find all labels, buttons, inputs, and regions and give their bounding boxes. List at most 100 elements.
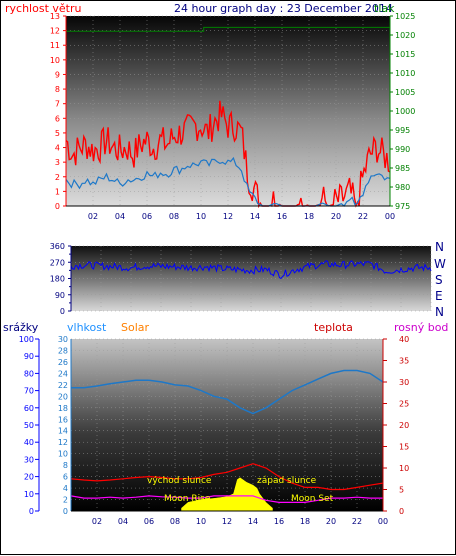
wind-xtick-label: 16	[277, 212, 287, 221]
humidity-ytick-label: 14	[58, 427, 68, 436]
wind-ytick-label: 0	[55, 202, 60, 211]
chart-title: 24 hour graph day : 23 December 2014	[174, 2, 393, 15]
humidity-xtick-label: 16	[274, 517, 284, 526]
pressure-ytick-label: 1010	[395, 69, 415, 78]
wind-ytick-label: 4	[55, 144, 60, 153]
humidity-ytick-label: 4	[63, 484, 68, 493]
wind-xtick-label: 12	[223, 212, 233, 221]
humidity-xtick-label: 14	[248, 517, 258, 526]
rain-ytick-label: 90	[24, 352, 34, 361]
temperature-ytick-label: 20	[399, 421, 409, 430]
pressure-ytick-label: 995	[395, 126, 410, 135]
humidity-ytick-label: 26	[58, 358, 68, 367]
wind-ytick-label: 5	[55, 129, 60, 138]
rain-ytick-label: 70	[24, 387, 34, 396]
rain-ytick-label: 20	[24, 473, 34, 482]
humidity-xtick-label: 04	[118, 517, 128, 526]
temperature-ytick-label: 40	[399, 335, 409, 344]
pressure-label: tlak	[374, 2, 395, 15]
solar-series-area	[181, 477, 273, 512]
rain-ytick-label: 50	[24, 421, 34, 430]
direction-ytick-label: 0	[60, 307, 65, 316]
wind-ytick-label: 1	[55, 187, 60, 196]
direction-ytick-label: 270	[50, 258, 65, 267]
temperature-series-line	[70, 463, 384, 491]
humidity-xtick-label: 00	[378, 517, 388, 526]
humidity-ytick-label: 18	[58, 404, 68, 413]
moonset-annotation: Moon Set	[291, 494, 334, 504]
wind-ytick-label: 6	[55, 114, 60, 123]
temperature-ytick-label: 5	[399, 486, 404, 495]
pressure-ytick-label: 1005	[395, 88, 415, 97]
wind-ytick-label: 11	[50, 41, 60, 50]
temperature-ytick-label: 30	[399, 378, 409, 387]
direction-ytick-label: 180	[50, 275, 65, 284]
humidity-panel-series	[70, 369, 384, 512]
humidity-xtick-label: 22	[352, 517, 362, 526]
dewpoint-series-line	[70, 495, 383, 503]
wind-ytick-label: 9	[55, 70, 60, 79]
humidity-ytick-label: 24	[58, 369, 68, 378]
temperature-ytick-label: 10	[399, 464, 409, 473]
humidity-ytick-label: 8	[63, 461, 68, 470]
wind-xtick-label: 00	[385, 212, 395, 221]
pressure-ytick-label: 975	[395, 202, 410, 211]
wind-ytick-label: 12	[50, 27, 60, 36]
wind-direction-series-line	[70, 260, 432, 279]
pressure-ytick-label: 1000	[395, 107, 415, 116]
rain-ytick-label: 0	[29, 507, 34, 516]
pressure-ytick-label: 985	[395, 164, 410, 173]
humidity-xtick-label: 20	[326, 517, 336, 526]
rain-ytick-label: 30	[24, 455, 34, 464]
pressure-ytick-label: 980	[395, 183, 410, 192]
compass-n-bottom: N	[435, 305, 444, 319]
wind-xtick-label: 04	[115, 212, 125, 221]
humidity-panel-background	[71, 339, 383, 511]
wind-panel-background	[66, 16, 390, 206]
humidity-ytick-label: 0	[63, 507, 68, 516]
humidity-ytick-label: 30	[58, 335, 68, 344]
humidity-ytick-label: 20	[58, 392, 68, 401]
humidity-ytick-label: 28	[58, 346, 68, 355]
wind-xtick-label: 20	[331, 212, 341, 221]
temperature-ytick-label: 25	[399, 400, 409, 409]
pressure-series-line	[66, 26, 390, 32]
sunrise-annotation: východ slunce	[147, 476, 212, 486]
wind-ytick-label: 13	[50, 12, 60, 21]
humidity-xtick-label: 06	[144, 517, 154, 526]
humidity-xtick-label: 12	[222, 517, 232, 526]
pressure-ytick-label: 1015	[395, 50, 415, 59]
wind-panel-axes: 0123456789101112139759809859909951000100…	[50, 12, 416, 221]
rain-ytick-label: 60	[24, 404, 34, 413]
pressure-ytick-label: 1020	[395, 31, 415, 40]
moonrise-annotation: Moon Rise	[164, 494, 211, 504]
compass-w: W	[434, 257, 446, 271]
solar-label: Solar	[121, 321, 150, 334]
wind-speed-series-line	[65, 100, 391, 209]
temperature-label: teplota	[314, 321, 353, 334]
wind-ytick-label: 10	[50, 56, 60, 65]
pressure-ytick-label: 990	[395, 145, 410, 154]
temperature-ytick-label: 0	[399, 507, 404, 516]
compass-labels: N W S E N	[434, 240, 446, 319]
wind-xtick-label: 22	[358, 212, 368, 221]
wind-xtick-label: 10	[196, 212, 206, 221]
wind-xtick-label: 14	[250, 212, 260, 221]
wind-speed-label: rychlost větru	[5, 2, 81, 15]
wind-xtick-label: 18	[304, 212, 314, 221]
humidity-ytick-label: 6	[63, 473, 68, 482]
wind-xtick-label: 08	[169, 212, 179, 221]
humidity-xtick-label: 10	[196, 517, 206, 526]
wind-ytick-label: 3	[55, 158, 60, 167]
humidity-series-line	[71, 369, 384, 415]
direction-panel-series	[70, 260, 432, 279]
wind-ytick-label: 7	[55, 100, 60, 109]
rain-ytick-label: 10	[24, 490, 34, 499]
humidity-xtick-label: 18	[300, 517, 310, 526]
humidity-ytick-label: 10	[58, 450, 68, 459]
humidity-xtick-label: 02	[92, 517, 102, 526]
wind-ytick-label: 2	[55, 173, 60, 182]
wind-xtick-label: 02	[88, 212, 98, 221]
